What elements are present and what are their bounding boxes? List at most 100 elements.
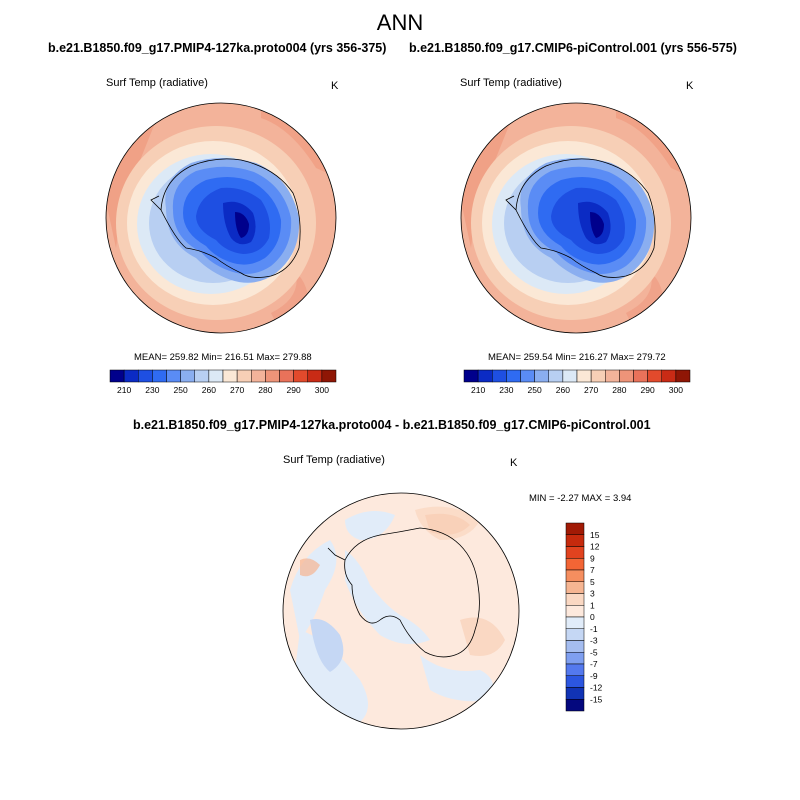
colorbar-swatch bbox=[251, 369, 266, 383]
colorbar-tick-label: -3 bbox=[590, 636, 598, 646]
difference-stats: MIN = -2.27 MAX = 3.94 bbox=[529, 493, 632, 504]
colorbar-tick-label: -5 bbox=[590, 647, 598, 657]
colorbar-tick-label: 15 bbox=[590, 530, 600, 540]
colorbar-tick-label: 210 bbox=[117, 385, 131, 395]
difference-colorbar: 15 129 7 5 31 0 -1 -3-5 -7 -9 -12-15 bbox=[565, 522, 603, 712]
difference-map-border bbox=[282, 492, 520, 730]
colorbar-tick-label: 7 bbox=[590, 565, 595, 575]
panel-1-map-border bbox=[105, 102, 337, 334]
colorbar-swatch bbox=[605, 369, 620, 383]
panel-1-units-label: K bbox=[331, 80, 339, 92]
colorbar-tick-label: 12 bbox=[590, 542, 600, 552]
colorbar-swatch bbox=[236, 369, 252, 383]
colorbar-tick-label: 5 bbox=[590, 577, 595, 587]
difference-units-label: K bbox=[510, 457, 518, 469]
colorbar-swatch bbox=[565, 558, 585, 571]
panel-2-stats: MEAN= 259.54 Min= 216.27 Max= 279.72 bbox=[488, 352, 666, 363]
colorbar-tick-label: -9 bbox=[590, 671, 598, 681]
colorbar-swatch bbox=[534, 369, 549, 383]
colorbar-tick-label: -12 bbox=[590, 683, 603, 693]
colorbar-swatch bbox=[619, 369, 634, 383]
colorbar-swatch bbox=[590, 369, 606, 383]
difference-variable-label: Surf Temp (radiative) bbox=[283, 454, 385, 466]
colorbar-swatch bbox=[565, 699, 585, 712]
colorbar-tick-label: 0 bbox=[590, 612, 595, 622]
colorbar-tick-label: 280 bbox=[612, 385, 626, 395]
colorbar-tick-label: 210 bbox=[471, 385, 485, 395]
colorbar-swatch bbox=[647, 369, 662, 383]
colorbar-swatch bbox=[279, 369, 294, 383]
colorbar-tick-label: 3 bbox=[590, 589, 595, 599]
colorbar-swatch bbox=[565, 546, 585, 559]
colorbar-tick-label: 300 bbox=[315, 385, 329, 395]
colorbar-swatch bbox=[506, 369, 521, 383]
panel-2-map-border bbox=[460, 102, 692, 334]
panel-2-colorbar: 210 230 250 260 270 280 290 300 bbox=[463, 369, 691, 395]
colorbar-tick-label: 1 bbox=[590, 600, 595, 610]
colorbar-swatch bbox=[109, 369, 125, 383]
colorbar-swatch bbox=[576, 369, 592, 383]
colorbar-swatch bbox=[180, 369, 195, 383]
panel-1-map bbox=[106, 103, 336, 333]
colorbar-tick-label: 230 bbox=[499, 385, 513, 395]
colorbar-swatch bbox=[562, 369, 578, 383]
colorbar-tick-label: 260 bbox=[202, 385, 216, 395]
colorbar-tick-label: 250 bbox=[174, 385, 188, 395]
colorbar-swatch bbox=[565, 675, 585, 688]
colorbar-tick-label: 270 bbox=[584, 385, 598, 395]
colorbar-swatch bbox=[565, 663, 585, 676]
colorbar-swatch bbox=[321, 369, 337, 383]
colorbar-swatch bbox=[565, 569, 585, 582]
panel-1-case-title: b.e21.B1850.f09_g17.PMIP4-127ka.proto004… bbox=[48, 41, 387, 55]
panel-2-case-title: b.e21.B1850.f09_g17.CMIP6-piControl.001 … bbox=[409, 41, 737, 55]
colorbar-swatch bbox=[265, 369, 280, 383]
colorbar-swatch bbox=[123, 369, 139, 383]
colorbar-swatch bbox=[565, 605, 585, 618]
colorbar-swatch bbox=[492, 369, 507, 383]
colorbar-tick-label: -1 bbox=[590, 624, 598, 634]
difference-map bbox=[283, 493, 519, 729]
colorbar-tick-label: -7 bbox=[590, 659, 598, 669]
colorbar-swatch bbox=[565, 616, 585, 629]
colorbar-swatch bbox=[565, 593, 585, 606]
colorbar-swatch bbox=[565, 581, 585, 594]
colorbar-swatch bbox=[565, 522, 585, 535]
colorbar-tick-label: 280 bbox=[258, 385, 272, 395]
colorbar-tick-label: 250 bbox=[528, 385, 542, 395]
figure-title: ANN bbox=[376, 10, 424, 35]
colorbar-swatch bbox=[633, 369, 648, 383]
colorbar-tick-label: -15 bbox=[590, 694, 603, 704]
colorbar-swatch bbox=[548, 369, 564, 383]
colorbar-swatch bbox=[463, 369, 479, 383]
colorbar-swatch bbox=[307, 369, 323, 383]
panel-2-units-label: K bbox=[686, 80, 694, 92]
colorbar-swatch bbox=[477, 369, 493, 383]
colorbar-swatch bbox=[661, 369, 677, 383]
colorbar-tick-label: 260 bbox=[556, 385, 570, 395]
panel-2-variable-label: Surf Temp (radiative) bbox=[460, 77, 562, 89]
panel-1-variable-label: Surf Temp (radiative) bbox=[106, 77, 208, 89]
panel-2-map bbox=[461, 103, 691, 333]
colorbar-swatch bbox=[565, 628, 585, 641]
colorbar-tick-label: 270 bbox=[230, 385, 244, 395]
colorbar-swatch bbox=[222, 369, 238, 383]
panel-1-stats: MEAN= 259.82 Min= 216.51 Max= 279.88 bbox=[134, 352, 312, 363]
colorbar-tick-label: 290 bbox=[287, 385, 301, 395]
colorbar-swatch bbox=[293, 369, 308, 383]
colorbar-tick-label: 290 bbox=[641, 385, 655, 395]
colorbar-swatch bbox=[166, 369, 181, 383]
colorbar-swatch bbox=[565, 652, 585, 665]
colorbar-swatch bbox=[520, 369, 535, 383]
colorbar-swatch bbox=[152, 369, 167, 383]
colorbar-swatch bbox=[194, 369, 210, 383]
difference-case-title: b.e21.B1850.f09_g17.PMIP4-127ka.proto004… bbox=[133, 418, 651, 432]
colorbar-tick-label: 300 bbox=[669, 385, 683, 395]
colorbar-tick-label: 9 bbox=[590, 553, 595, 563]
colorbar-swatch bbox=[675, 369, 691, 383]
colorbar-swatch bbox=[138, 369, 153, 383]
colorbar-swatch bbox=[208, 369, 224, 383]
colorbar-tick-label: 230 bbox=[145, 385, 159, 395]
colorbar-swatch bbox=[565, 534, 585, 547]
